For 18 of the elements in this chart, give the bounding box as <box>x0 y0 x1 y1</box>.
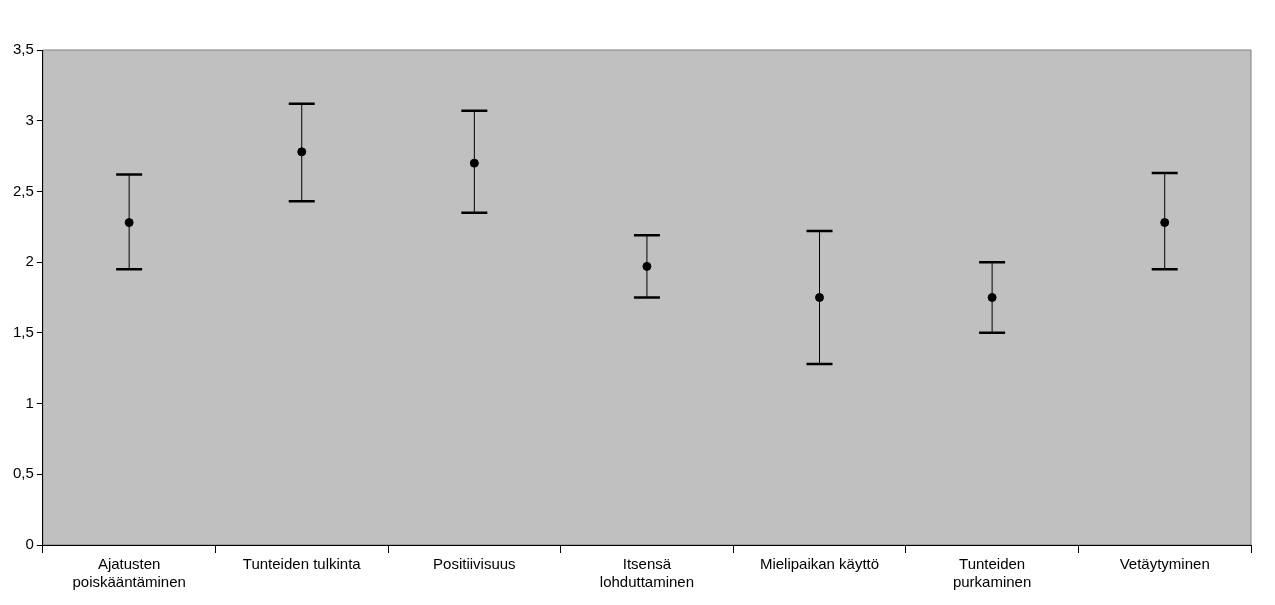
y-tick-label: 1 <box>25 393 34 411</box>
x-tick-label: Tunteiden purkaminen <box>952 555 1032 591</box>
x-tick-label: Tunteiden tulkinta <box>242 555 362 573</box>
x-tick-label: Itsensä lohduttaminen <box>599 555 695 591</box>
y-tick-label: 3 <box>25 110 34 128</box>
point <box>815 293 825 302</box>
y-tick-label: 0 <box>25 535 34 553</box>
y-tick-label: 1,5 <box>12 323 34 340</box>
x-tick-label: Vetäytyminen <box>1119 555 1210 573</box>
x-tick-label: Mielipaikan käyttö <box>759 555 880 573</box>
point <box>297 147 307 157</box>
y-tick-label: 2,5 <box>12 181 34 199</box>
x-tick-label: Positiivisuus <box>433 555 516 573</box>
x-tick-label: Ajatusten poiskääntäminen <box>72 555 186 591</box>
point <box>1160 218 1170 228</box>
y-tick-label: 0,5 <box>12 464 34 482</box>
y-tick-label: 3,5 <box>12 40 34 58</box>
y-tick-label: 2 <box>25 252 34 270</box>
